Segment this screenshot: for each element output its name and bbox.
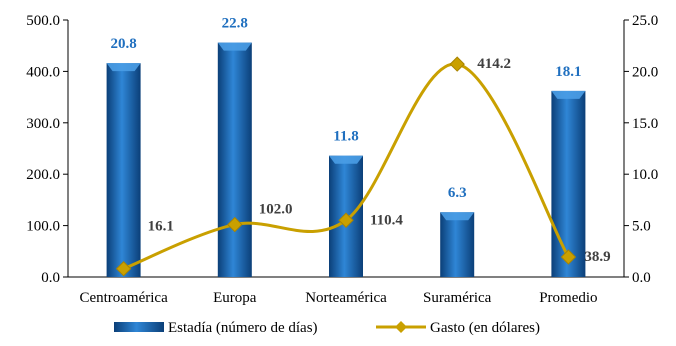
- line-marker: [560, 249, 577, 265]
- axes: 0.0 100.0 200.0 300.0 400.0 500.0 0.0 5.0 10.0 15…: [26, 13, 658, 306]
- line-data-label: 110.4: [370, 212, 403, 228]
- right-tick-label: 0.0: [632, 270, 651, 286]
- right-tick-label: 5.0: [632, 219, 651, 235]
- line-series: [115, 56, 577, 277]
- left-tick-label: 0.0: [41, 270, 60, 286]
- bar-top-bevel: [440, 212, 475, 221]
- left-tick-label: 400.0: [26, 64, 60, 80]
- line-marker: [338, 212, 354, 228]
- bar: [551, 90, 586, 277]
- legend-swatch-bar: [114, 322, 164, 332]
- line-data-label: 414.2: [477, 56, 511, 72]
- right-tick-label: 20.0: [632, 64, 658, 80]
- bar-data-label: 20.8: [110, 36, 136, 52]
- left-tick-label: 500.0: [26, 13, 60, 29]
- right-tick-label: 15.0: [632, 116, 658, 132]
- bar-top-bevel: [329, 155, 363, 164]
- line-data-label: 102.0: [259, 202, 293, 218]
- category-label: Norteamérica: [305, 290, 387, 306]
- legend: Estadía (número de días) Gasto (en dólare…: [114, 320, 540, 336]
- left-tick-label: 200.0: [26, 167, 60, 183]
- data-labels: 20.8 22.8 11.8 6.3 18.1 16.1 102.0 110.4 414.2 38…: [110, 16, 610, 265]
- bar-top-bevel: [106, 63, 141, 72]
- legend-label-line: Gasto (en dólares): [430, 320, 540, 336]
- line-data-label: 16.1: [148, 219, 174, 235]
- legend-marker-line: [395, 321, 407, 333]
- bar-data-label: 11.8: [333, 129, 358, 145]
- line-marker: [227, 216, 243, 233]
- legend-label-bar: Estadía (número de días): [168, 320, 318, 336]
- right-tick-label: 25.0: [632, 13, 658, 29]
- right-tick-label: 10.0: [632, 167, 658, 183]
- category-label: Promedio: [539, 290, 597, 306]
- category-label: Europa: [213, 290, 257, 306]
- line-data-label: 38.9: [584, 249, 610, 265]
- bar-top-bevel: [551, 90, 586, 99]
- bar-data-label: 6.3: [448, 185, 467, 201]
- line-marker: [449, 56, 465, 72]
- left-tick-label: 100.0: [26, 219, 60, 235]
- bar-data-label: 18.1: [555, 64, 581, 80]
- bar: [440, 212, 475, 277]
- bars: [106, 42, 586, 278]
- bar: [217, 42, 252, 278]
- category-label: Centroamérica: [79, 290, 168, 306]
- bar-top-bevel: [217, 42, 252, 51]
- left-tick-label: 300.0: [26, 116, 60, 132]
- line-path: [123, 62, 570, 271]
- category-label: Suramérica: [423, 290, 492, 306]
- bar: [106, 63, 141, 278]
- bar-data-label: 22.8: [222, 16, 248, 32]
- line-marker: [115, 261, 132, 277]
